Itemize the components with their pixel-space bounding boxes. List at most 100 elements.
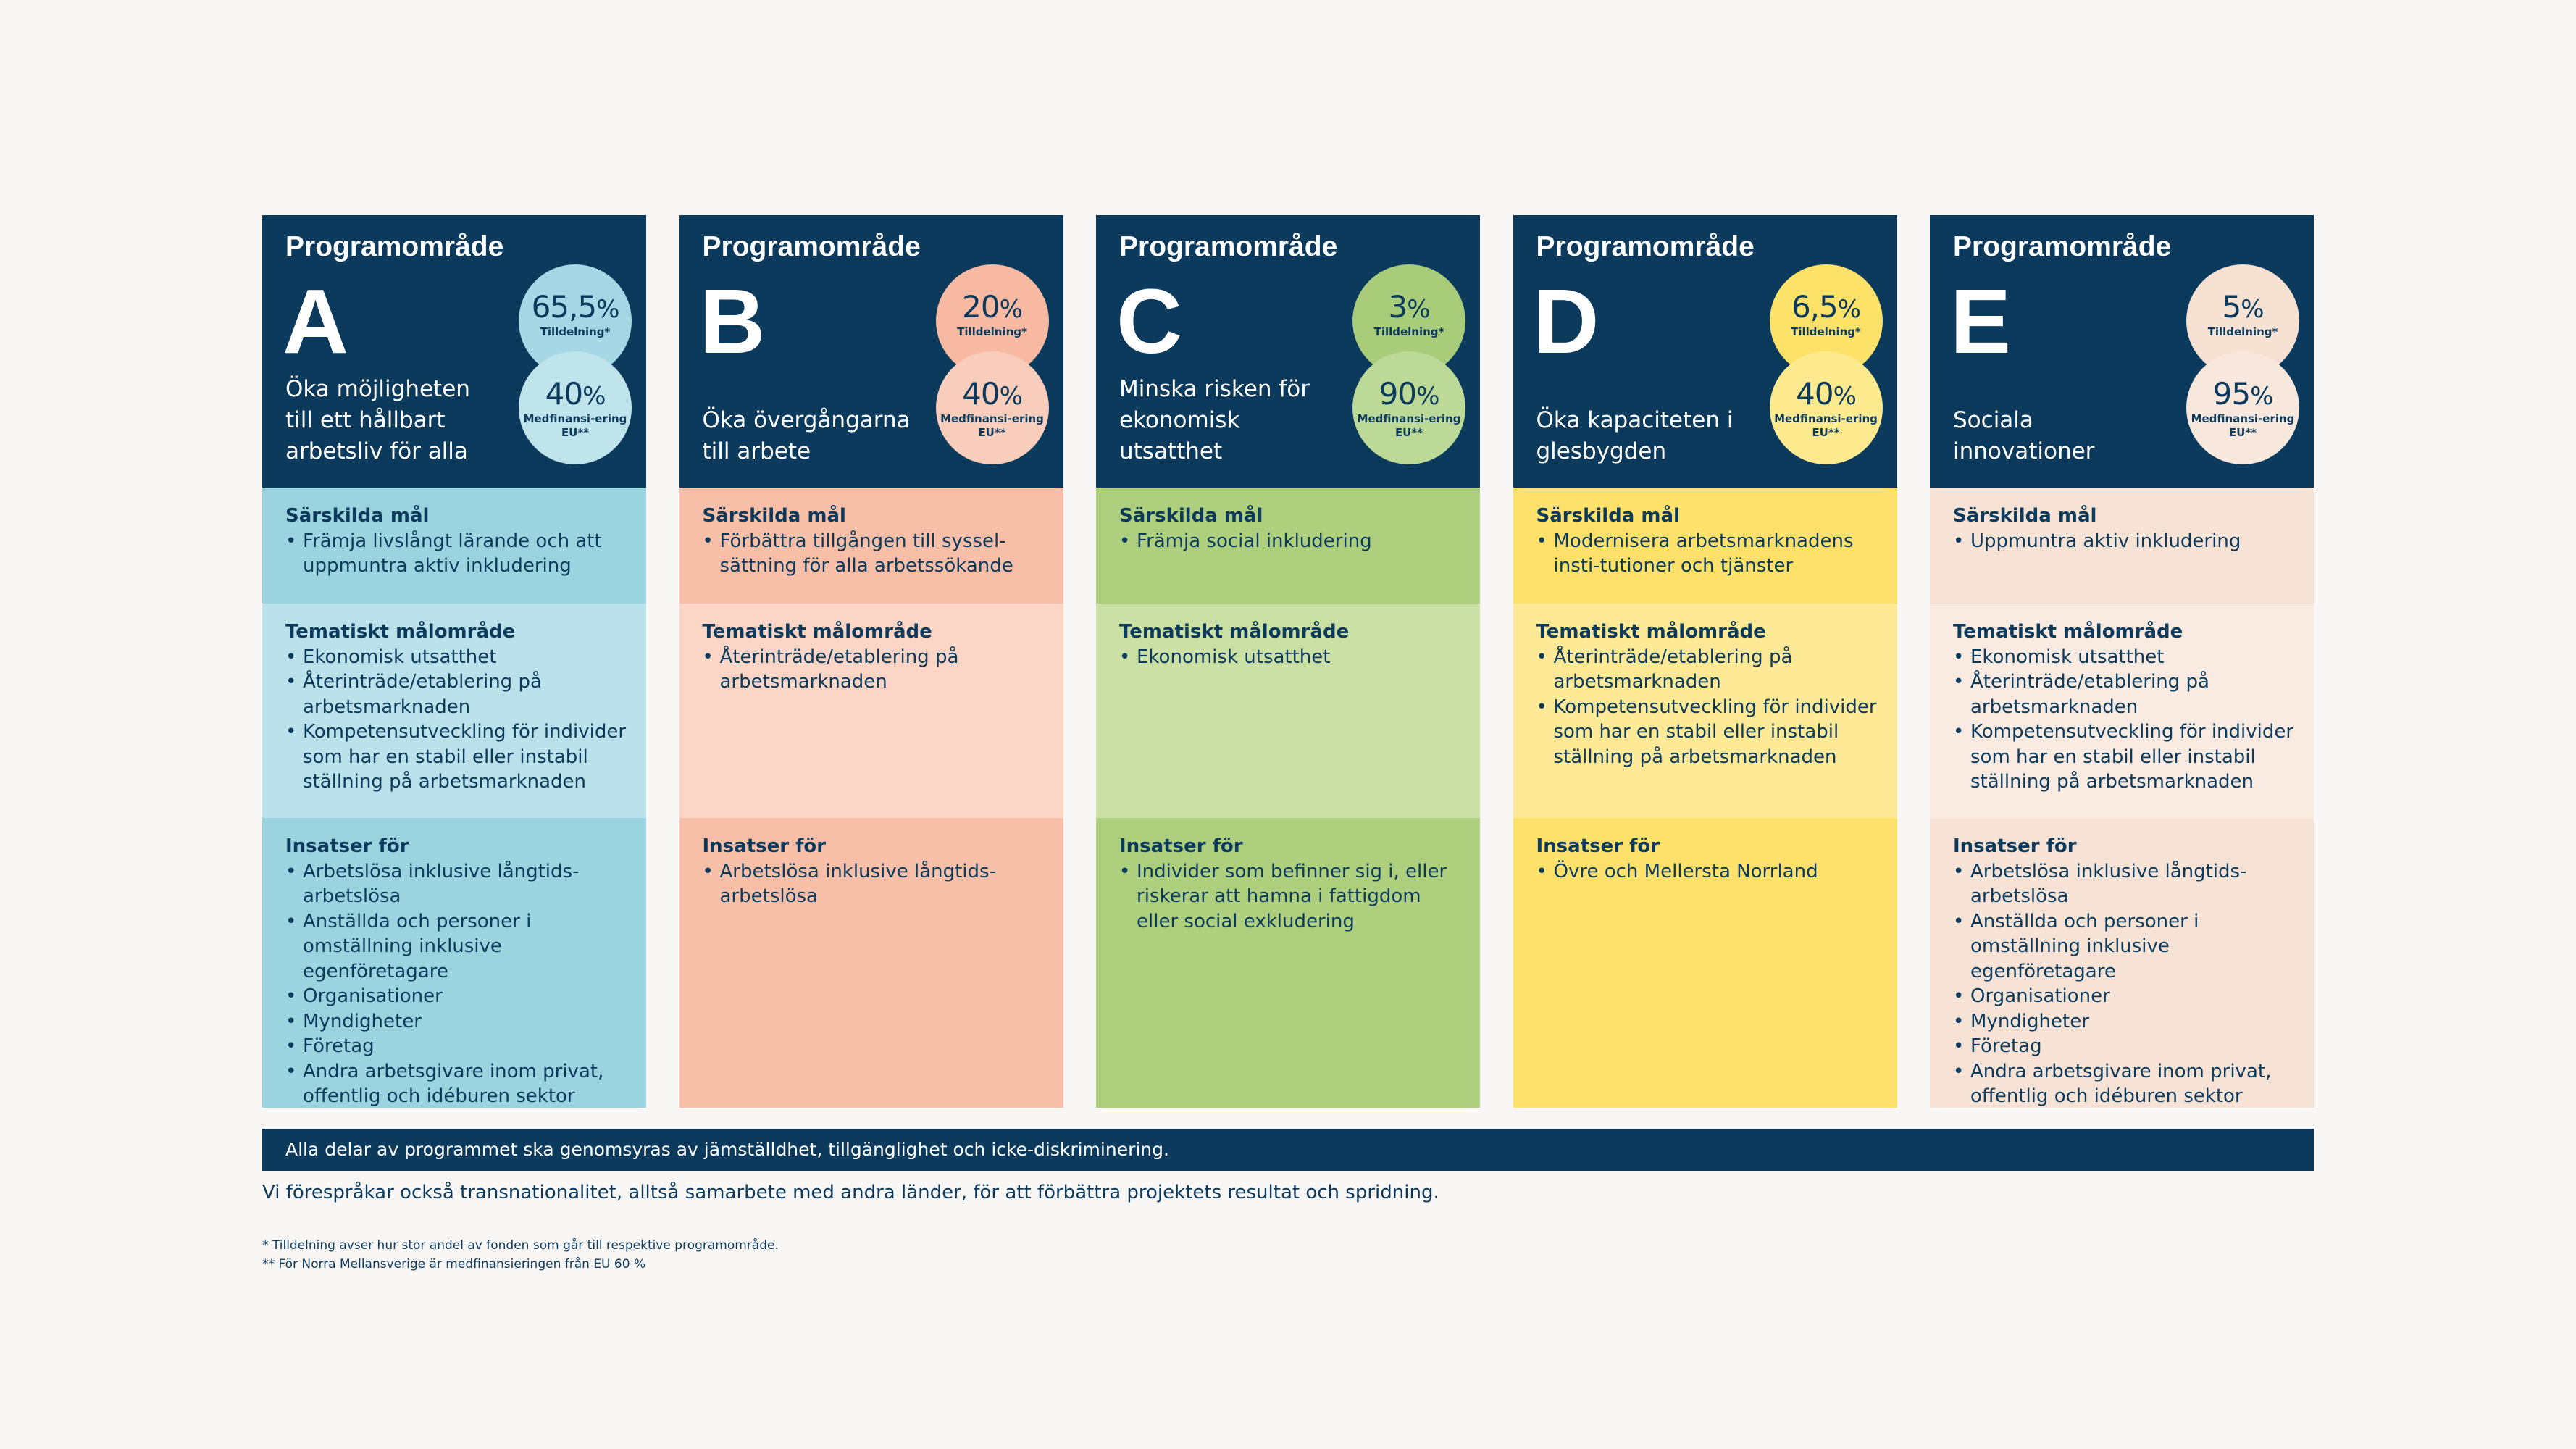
cofinancing-label: Medfinansi-ering EU** <box>1357 412 1461 439</box>
thematic-area-title: Tematiskt målområde <box>702 621 932 643</box>
target-groups-title: Insatser för <box>1953 835 2077 857</box>
specific-goals-list: Främja livslångt lärande och att uppmunt… <box>285 529 632 579</box>
program-heading: Programområde <box>285 231 504 262</box>
target-groups-section: Insatser förÖvre och Mellersta Norrland <box>1513 818 1897 1108</box>
program-header-e: Programområde E Sociala innovationer 5% Till… <box>1930 215 2314 488</box>
cofinancing-percent: 40% <box>1770 377 1883 413</box>
specific-goals-list: Främja social inkludering <box>1119 529 1465 554</box>
thematic-area-section: Tematiskt målområdeÅterinträde/etablerin… <box>679 604 1063 818</box>
allocation-percent: 6,5% <box>1770 291 1883 326</box>
specific-goals-section: Särskilda målUppmuntra aktiv inkludering <box>1930 488 2314 604</box>
target-groups-list: Individer som befinner sig i, eller risk… <box>1119 859 1465 935</box>
list-item: Återinträde/etablering på arbetsmarknade… <box>285 669 632 719</box>
cofinancing-percent: 40% <box>519 377 632 413</box>
cofinancing-badge: 40% Medfinansi-ering EU** <box>519 351 632 464</box>
list-item: Modernisera arbetsmarknadens insti-tutio… <box>1536 529 1883 579</box>
thematic-area-title: Tematiskt målområde <box>1536 621 1766 643</box>
list-item: Andra arbetsgivare inom privat, offentli… <box>285 1059 632 1109</box>
allocation-label: Tilldelning* <box>1373 325 1444 338</box>
specific-goals-title: Särskilda mål <box>1953 505 2097 527</box>
list-item: Anställda och personer i omställning ink… <box>285 909 632 985</box>
cofinancing-value: 40 <box>545 376 583 412</box>
transnationality-note: Vi förespråkar också transnationalitet, … <box>262 1182 1439 1203</box>
specific-goals-title: Särskilda mål <box>1119 505 1263 527</box>
program-card-d: Programområde D Öka kapaciteten i glesbygd… <box>1513 215 1897 1108</box>
program-goal: Sociala innovationer <box>1953 407 2095 464</box>
specific-goals-section: Särskilda målFrämja livslångt lärande oc… <box>262 488 646 604</box>
specific-goals-list: Uppmuntra aktiv inkludering <box>1953 529 2299 554</box>
cofinancing-label: Medfinansi-ering EU** <box>2191 412 2295 439</box>
program-heading: Programområde <box>1536 231 1755 262</box>
allocation-label: Tilldelning* <box>957 325 1027 338</box>
allocation-percent: 20% <box>936 291 1049 326</box>
allocation-value: 20 <box>962 289 1000 325</box>
cofinancing-percent: 90% <box>1352 377 1465 413</box>
thematic-area-section: Tematiskt målområdeEkonomisk utsatthetÅt… <box>262 604 646 818</box>
program-letter: C <box>1116 270 1182 372</box>
program-heading: Programområde <box>1953 231 2172 262</box>
program-card-c: Programområde C Minska risken för ekonomis… <box>1096 215 1480 1108</box>
thematic-area-list: Ekonomisk utsatthetÅterinträde/etablerin… <box>1953 645 2299 795</box>
program-goal: Öka övergångarna till arbete <box>702 407 911 464</box>
cofinancing-percent: 40% <box>936 377 1049 413</box>
list-item: Individer som befinner sig i, eller risk… <box>1119 859 1465 935</box>
program-goal: Öka kapaciteten i glesbygden <box>1536 407 1734 464</box>
principles-banner: Alla delar av programmet ska genomsyras … <box>262 1129 2314 1171</box>
allocation-label: Tilldelning* <box>1791 325 1861 338</box>
percent-sign: % <box>1407 295 1430 324</box>
list-item: Arbetslösa inklusive långtids-arbetslösa <box>1953 859 2299 909</box>
percent-sign: % <box>1833 382 1857 411</box>
thematic-area-title: Tematiskt målområde <box>285 621 516 643</box>
program-header-d: Programområde D Öka kapaciteten i glesbygd… <box>1513 215 1897 488</box>
cofinancing-value: 95 <box>2212 376 2251 412</box>
specific-goals-section: Särskilda målFrämja social inkludering <box>1096 488 1480 604</box>
specific-goals-title: Särskilda mål <box>702 505 846 527</box>
program-header-b: Programområde B Öka övergångarna till arbe… <box>679 215 1063 488</box>
target-groups-title: Insatser för <box>1536 835 1660 857</box>
list-item: Myndigheter <box>285 1009 632 1035</box>
program-goal: Öka möjligheten till ett hållbart arbets… <box>285 376 470 464</box>
list-item: Myndigheter <box>1953 1009 2299 1035</box>
list-item: Återinträde/etablering på arbetsmarknade… <box>1953 669 2299 719</box>
footnote-cofinancing: ** För Norra Mellansverige är medfinansi… <box>262 1257 646 1271</box>
allocation-value: 65,5 <box>531 289 598 325</box>
allocation-value: 6,5 <box>1791 289 1839 325</box>
program-areas-grid: Programområde A Öka möjligheten till ett h… <box>262 215 2314 1108</box>
list-item: Återinträde/etablering på arbetsmarknade… <box>703 645 1049 695</box>
specific-goals-section: Särskilda målModernisera arbetsmarknaden… <box>1513 488 1897 604</box>
list-item: Arbetslösa inklusive långtids-arbetslösa <box>703 859 1049 909</box>
cofinancing-value: 40 <box>1796 376 1833 412</box>
program-goal: Minska risken för ekonomisk utsatthet <box>1119 376 1310 464</box>
program-letter: A <box>283 270 348 372</box>
list-item: Andra arbetsgivare inom privat, offentli… <box>1953 1059 2299 1109</box>
allocation-label: Tilldelning* <box>2207 325 2278 338</box>
specific-goals-title: Särskilda mål <box>1536 505 1680 527</box>
allocation-value: 5 <box>2222 289 2241 325</box>
cofinancing-badge: 95% Medfinansi-ering EU** <box>2186 351 2299 464</box>
target-groups-title: Insatser för <box>285 835 409 857</box>
allocation-badge: 6,5% Tilldelning* <box>1769 264 1883 377</box>
list-item: Kompetensutveckling för individer som ha… <box>1536 695 1883 770</box>
target-groups-list: Arbetslösa inklusive långtids-arbetslösa… <box>1953 859 2299 1109</box>
thematic-area-list: Ekonomisk utsatthetÅterinträde/etablerin… <box>285 645 632 795</box>
list-item: Arbetslösa inklusive långtids-arbetslösa <box>285 859 632 909</box>
specific-goals-title: Särskilda mål <box>285 505 430 527</box>
list-item: Främja livslångt lärande och att uppmunt… <box>285 529 632 579</box>
program-heading: Programområde <box>1119 231 1338 262</box>
list-item: Ekonomisk utsatthet <box>1119 645 1465 670</box>
list-item: Anställda och personer i omställning ink… <box>1953 909 2299 985</box>
cofinancing-value: 40 <box>962 376 1000 412</box>
target-groups-section: Insatser förArbetslösa inklusive långtid… <box>262 818 646 1108</box>
list-item: Företag <box>285 1034 632 1059</box>
percent-sign: % <box>1837 295 1861 324</box>
target-groups-list: Övre och Mellersta Norrland <box>1536 859 1883 885</box>
program-heading: Programområde <box>702 231 921 262</box>
cofinancing-label: Medfinansi-ering EU** <box>1774 412 1878 439</box>
specific-goals-list: Modernisera arbetsmarknadens insti-tutio… <box>1536 529 1883 579</box>
target-groups-title: Insatser för <box>1119 835 1243 857</box>
thematic-area-list: Ekonomisk utsatthet <box>1119 645 1465 670</box>
list-item: Främja social inkludering <box>1119 529 1465 554</box>
program-card-a: Programområde A Öka möjligheten till ett h… <box>262 215 646 1108</box>
allocation-percent: 5% <box>2186 291 2299 326</box>
percent-sign: % <box>2241 295 2264 324</box>
